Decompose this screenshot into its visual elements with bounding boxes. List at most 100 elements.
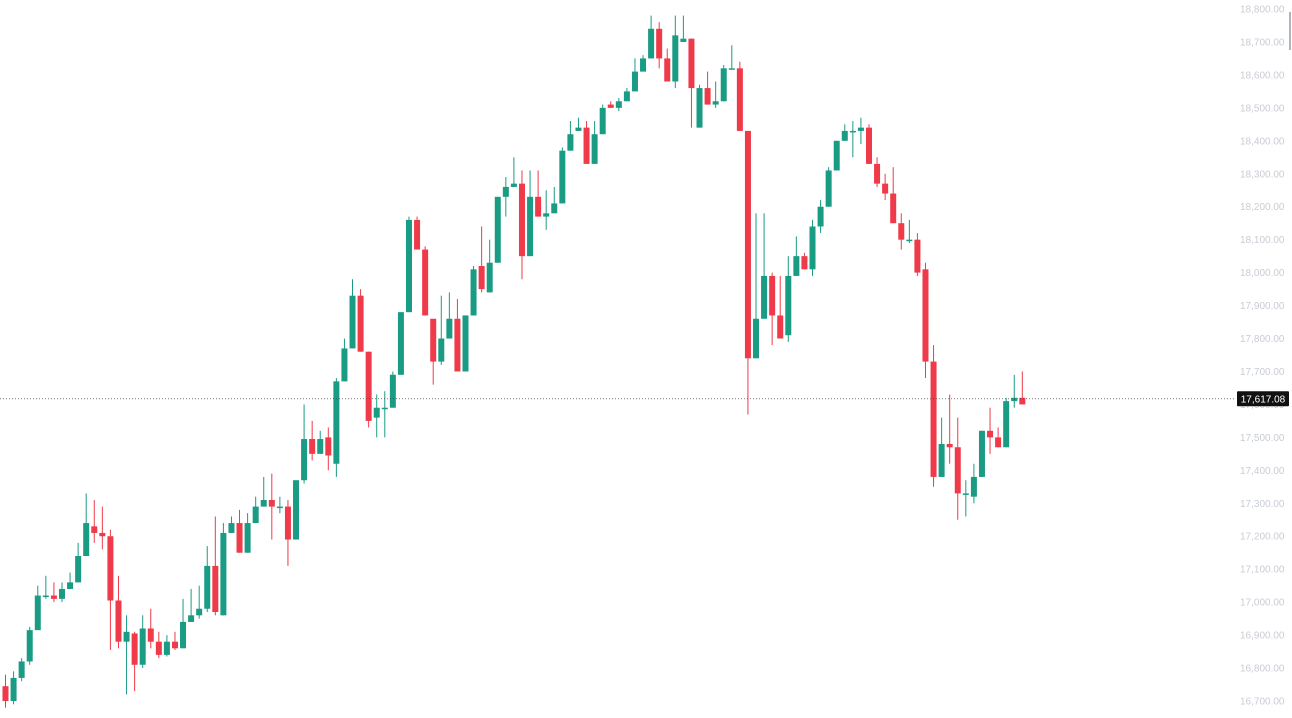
candle-body [357,295,364,352]
candle [325,427,332,471]
candle [115,575,122,649]
y-tick-label: 17,400.00 [1240,466,1285,477]
candle [914,233,921,276]
y-tick-label: 18,100.00 [1240,235,1285,246]
candle-body [914,239,921,273]
candle [293,480,300,540]
candle-body [75,556,82,583]
candle-body [728,68,735,70]
candle [236,509,243,553]
candle [857,117,864,145]
candle [50,582,57,603]
candle-body [438,338,445,362]
candle [1011,374,1018,408]
candle [494,196,501,263]
candle-body [139,628,146,665]
candle-body [865,127,872,164]
candle [228,516,235,533]
candle [406,216,412,313]
candle [373,394,380,438]
candle [446,292,453,339]
candle-body [696,88,703,128]
candle [1019,371,1026,405]
candle-body [502,186,509,197]
y-tick-label: 18,700.00 [1240,37,1285,48]
candle-body [712,101,719,105]
candle [309,420,316,461]
scrollbar-indicator[interactable] [1289,12,1291,50]
candle [171,631,178,650]
candle [785,256,792,342]
candle [180,598,187,649]
candle-body [930,361,937,477]
candle [438,295,445,365]
candle [212,516,219,616]
candle-body [1019,397,1026,405]
candle [640,55,647,72]
candle-body [970,476,977,497]
candle [930,345,937,487]
candle [680,15,687,42]
candle [833,140,840,171]
y-tick-label: 17,100.00 [1240,565,1285,576]
candle-body [535,196,542,217]
candle-body [204,565,211,609]
candle-body [801,256,808,270]
candle [147,608,154,649]
candle-body [777,315,784,339]
candle-body [341,348,348,382]
y-tick-label: 18,200.00 [1240,202,1285,213]
candle [260,476,267,507]
candle-body [317,439,324,454]
candle-body [220,532,227,616]
candle [664,48,671,82]
candle [75,542,82,583]
candle-body [163,641,170,655]
candle-body [293,480,300,540]
candle-body [761,275,768,319]
candle-body [680,38,687,42]
candle [809,219,816,276]
candle [559,147,566,204]
candle [954,417,961,520]
candle-body [284,506,291,540]
candle-body [50,595,57,599]
candle-body [196,608,203,616]
candle [720,65,727,102]
candle [849,121,856,158]
candle [163,635,170,657]
candle-body [954,447,961,494]
candle [761,213,768,319]
candle [204,546,211,613]
candle-body [67,582,74,589]
candle [995,427,1002,448]
candle-body [1003,401,1010,448]
candle-body [793,256,800,276]
candle [18,658,25,682]
y-tick-label: 17,800.00 [1240,334,1285,345]
candle-body [898,223,905,240]
candle [510,157,517,187]
candle-body [252,506,259,524]
candle-body [494,196,501,263]
candle-body [228,523,235,533]
candle-body [42,595,49,598]
candle [736,61,743,131]
y-tick-label: 17,200.00 [1240,532,1285,543]
candle [527,170,534,257]
candle-body [123,631,130,642]
last-price-text: 17,617.08 [1241,394,1286,405]
candle [728,45,735,70]
candle [99,506,106,550]
candle [91,499,98,543]
y-tick-label: 16,900.00 [1240,631,1285,642]
candle [42,575,49,599]
candle [107,529,114,650]
candle [2,674,9,708]
candle-body [631,71,638,92]
candle-body [171,641,178,649]
candle-body [769,275,776,316]
candle [244,513,251,553]
candle [543,190,550,230]
